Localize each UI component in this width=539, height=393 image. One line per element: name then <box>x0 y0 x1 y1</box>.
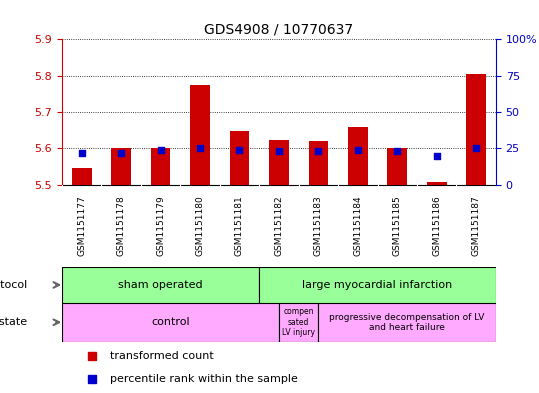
Text: disease state: disease state <box>0 317 27 327</box>
Bar <box>388 149 407 185</box>
Bar <box>151 149 170 185</box>
Bar <box>308 141 328 185</box>
Text: GSM1151185: GSM1151185 <box>393 196 402 256</box>
Point <box>472 145 480 152</box>
Text: GSM1151181: GSM1151181 <box>235 196 244 256</box>
Point <box>432 152 441 159</box>
Text: GSM1151182: GSM1151182 <box>274 196 284 256</box>
Text: GSM1151179: GSM1151179 <box>156 196 165 256</box>
Text: large myocardial infarction: large myocardial infarction <box>302 280 453 290</box>
Bar <box>230 131 250 185</box>
Point <box>156 147 165 153</box>
Point <box>117 150 126 156</box>
Bar <box>279 303 319 342</box>
Text: sham operated: sham operated <box>118 280 203 290</box>
Text: GSM1151178: GSM1151178 <box>116 196 126 256</box>
Bar <box>62 267 259 303</box>
Bar <box>72 168 92 185</box>
Point <box>196 145 204 152</box>
Bar <box>348 127 368 185</box>
Text: GSM1151180: GSM1151180 <box>196 196 204 256</box>
Point <box>314 148 323 154</box>
Bar <box>190 85 210 185</box>
Title: GDS4908 / 10770637: GDS4908 / 10770637 <box>204 23 354 37</box>
Text: percentile rank within the sample: percentile rank within the sample <box>110 374 298 384</box>
Text: transformed count: transformed count <box>110 351 213 361</box>
Bar <box>269 140 289 185</box>
Text: GSM1151186: GSM1151186 <box>432 196 441 256</box>
Bar <box>427 182 447 185</box>
Point <box>393 148 402 154</box>
Text: compen
sated
LV injury: compen sated LV injury <box>282 307 315 337</box>
Text: progressive decompensation of LV
and heart failure: progressive decompensation of LV and hea… <box>329 312 485 332</box>
Point <box>354 147 362 153</box>
Bar <box>259 267 496 303</box>
Text: GSM1151184: GSM1151184 <box>354 196 362 256</box>
Text: GSM1151183: GSM1151183 <box>314 196 323 256</box>
Bar <box>111 149 131 185</box>
Bar <box>62 303 279 342</box>
Text: protocol: protocol <box>0 280 27 290</box>
Point <box>274 148 284 154</box>
Point <box>78 150 86 156</box>
Bar <box>319 303 496 342</box>
Text: control: control <box>151 317 190 327</box>
Text: GSM1151177: GSM1151177 <box>77 196 86 256</box>
Text: GSM1151187: GSM1151187 <box>472 196 481 256</box>
Bar <box>466 74 486 185</box>
Point <box>235 147 244 153</box>
